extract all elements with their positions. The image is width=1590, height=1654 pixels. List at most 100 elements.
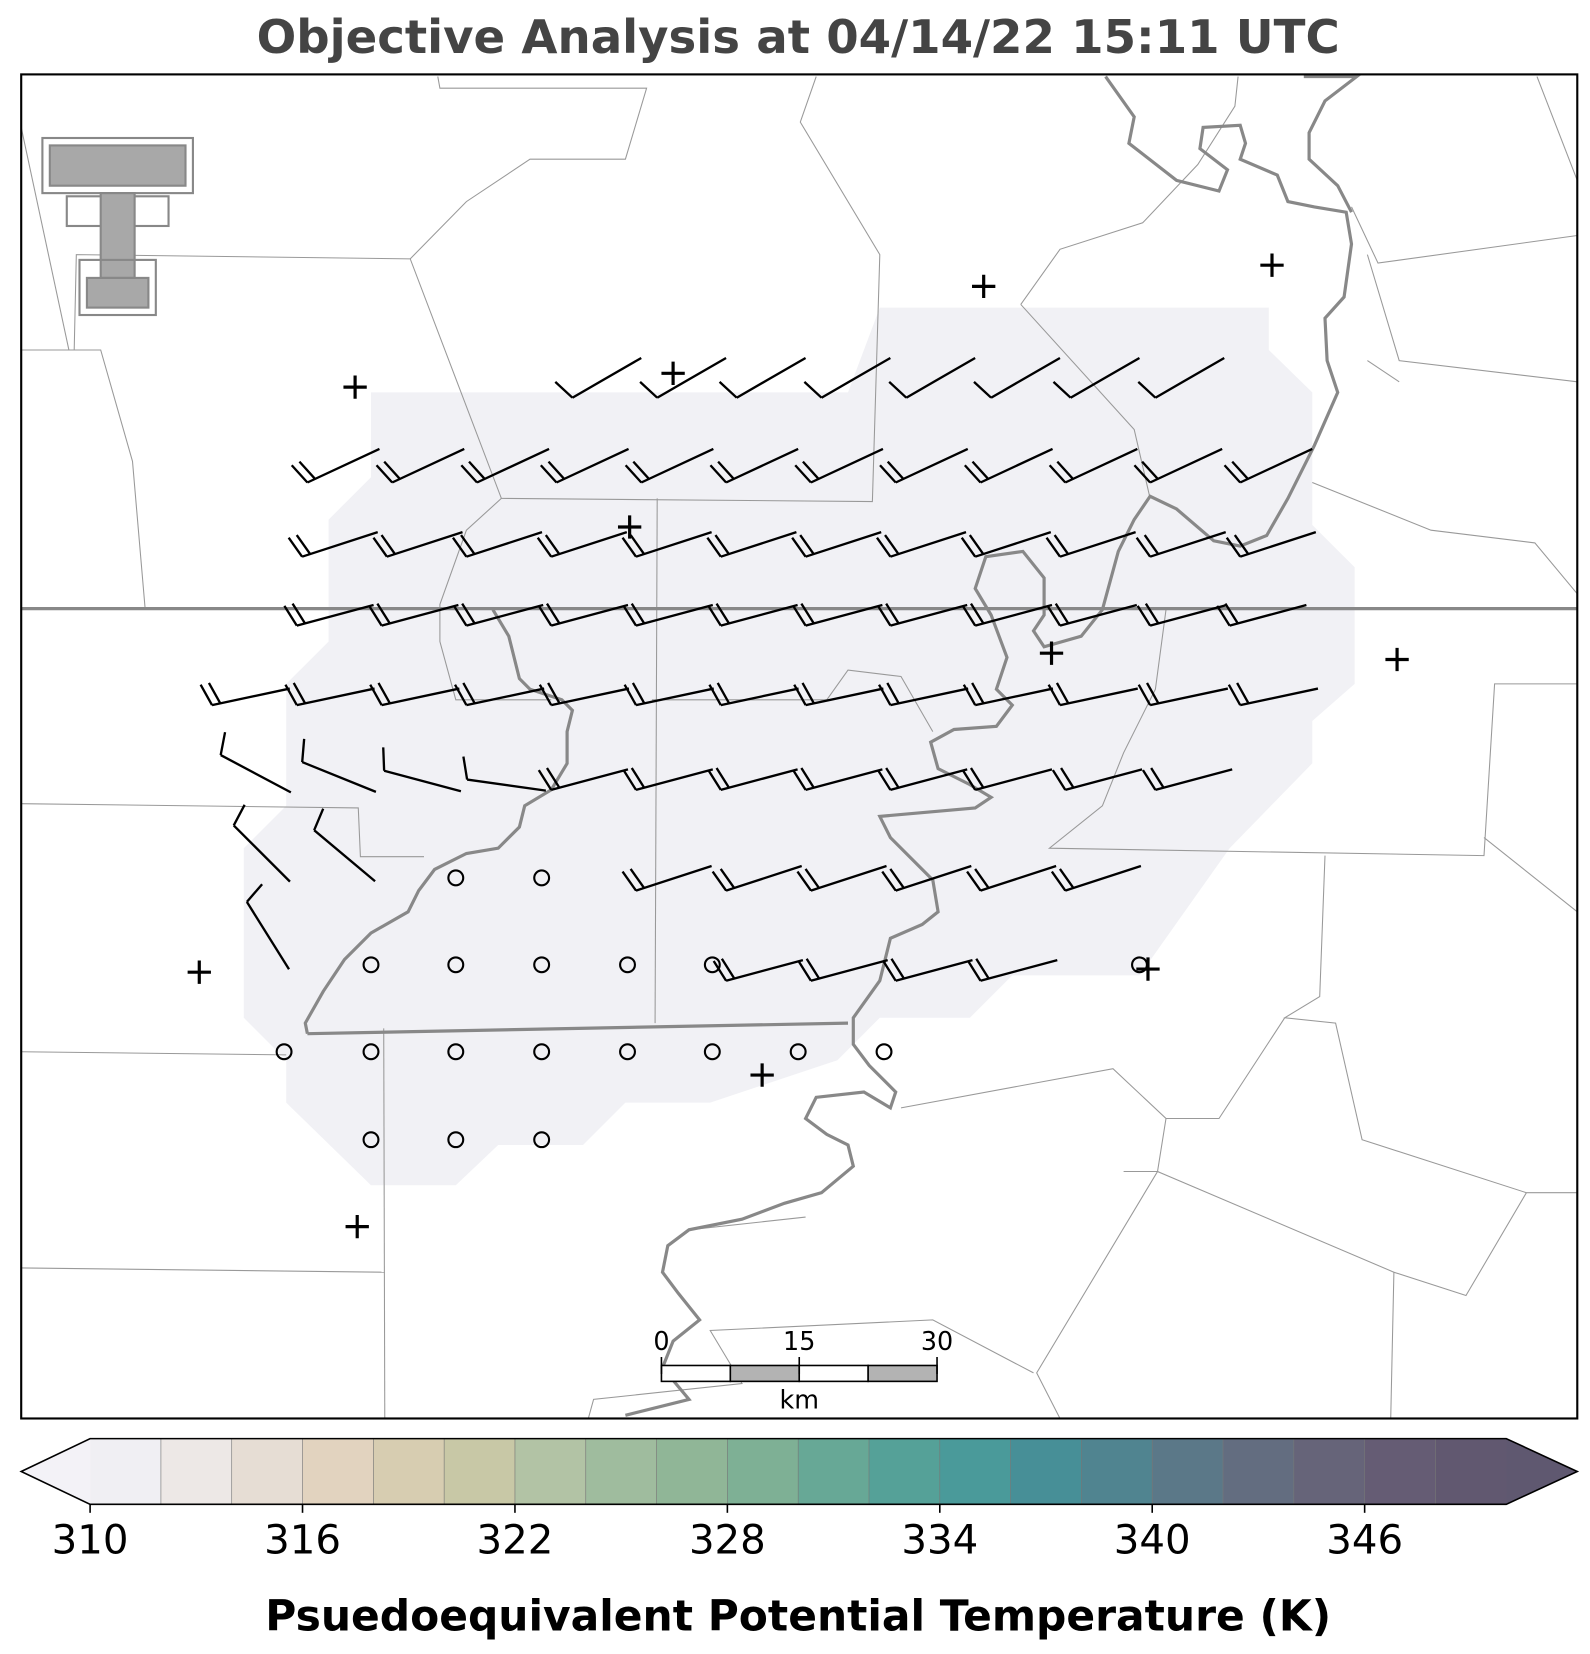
wind-barb [1141,767,1233,792]
state-and-river-lines [21,74,1578,1417]
wind-barb [1227,682,1319,707]
colorbar-bin [868,1438,941,1505]
calm-marker [533,1043,551,1061]
colorbar-bin [444,1438,516,1505]
scale-segment [798,1364,869,1383]
wind-barb [1216,603,1307,627]
colorbar-tick-label: 334 [901,1518,978,1564]
wind-barb [973,356,1061,399]
calm-marker [533,956,551,974]
scale-unit: km [779,1385,819,1415]
station-marker [972,274,996,299]
wind-barb [792,603,883,627]
wind-barb [536,531,628,558]
wind-barb [709,447,799,484]
map: km 0 15 30 [20,73,1579,1420]
wind-barb [718,356,807,399]
scale-tick-label: 15 [783,1326,815,1356]
colorbar-bin [1293,1438,1366,1505]
calm-marker [533,1131,551,1149]
wind-barb [881,864,972,892]
colorbar-bin [302,1438,374,1505]
calm-marker [362,956,380,974]
wind-barb [539,447,630,484]
station-marker [661,361,685,385]
wind-barb [313,808,376,883]
wind-barb [876,603,968,627]
wind-barb [369,682,460,707]
wind-barb [796,864,887,892]
colorbar-extension [21,1438,91,1505]
colorbar-bin [514,1438,587,1505]
wind-barb [712,958,804,982]
colorbar-bin [1364,1438,1436,1505]
wind-barb [537,767,629,792]
wind-barb [1052,356,1141,399]
colorbar-bin [160,1438,233,1505]
wind-barb [791,531,882,558]
wind-barb [1225,531,1317,558]
wind-barb [284,682,375,707]
wind-barb [639,356,727,399]
wind-observations [187,253,1409,1239]
wind-barb [452,531,543,558]
wind-barb [1136,603,1228,627]
colorbar-bin [798,1438,870,1505]
wind-barb [708,682,799,707]
wind-barb [882,958,973,982]
calm-marker [362,1131,380,1149]
wind-barb [797,958,888,982]
wind-barb [961,767,1053,792]
station-marker [1260,253,1284,277]
wind-barb [537,603,629,627]
colorbar-bin [1081,1438,1153,1505]
station-marker [1385,647,1409,672]
wind-barb [372,531,463,558]
colorbar-bin [727,1438,799,1505]
calm-marker [447,869,465,887]
station-marker [617,515,642,539]
station-marker [1039,641,1064,665]
station-marker [750,1063,774,1087]
wind-barb [1047,682,1139,707]
wind-barb [245,883,290,970]
station-marker [345,1214,369,1239]
wind-barb [624,447,714,484]
colorbar-bin [1152,1438,1224,1505]
calm-marker [275,1043,293,1061]
calm-marker [447,1043,465,1061]
map-frame [20,73,1579,1420]
colorbar-tick-label: 328 [689,1518,766,1564]
colorbar-bin [1010,1438,1082,1505]
colorbar-extension [1506,1438,1578,1505]
wind-barb [961,603,1053,627]
wind-barb [1050,864,1142,892]
colorbar-label: Psuedoequivalent Potential Temperature (… [265,1591,1331,1640]
wind-barb [707,767,798,792]
wind-barb [621,864,712,892]
calm-marker [619,1043,636,1061]
wind-barb [966,864,1057,892]
wind-barb [876,767,968,792]
wind-barb [621,531,712,558]
wind-barb [622,603,714,627]
wind-barb [1223,447,1313,484]
wind-barb [454,682,545,707]
wind-barb [962,682,1054,707]
analysis-region [243,307,1355,1186]
colorbar-tick-label: 310 [52,1518,129,1564]
wind-barb [219,731,292,794]
colorbar-tick-label: 346 [1326,1518,1403,1564]
calm-marker [533,869,551,887]
wind-barb [290,447,380,484]
wind-barb [878,682,969,707]
wind-barb [462,756,547,792]
wind-barb [1133,447,1223,484]
wind-barb [232,804,291,883]
wind-barb [879,447,969,484]
wind-barb [876,531,967,558]
calm-marker [703,956,721,974]
county-lines [20,76,1578,1419]
wind-barb [554,356,642,399]
